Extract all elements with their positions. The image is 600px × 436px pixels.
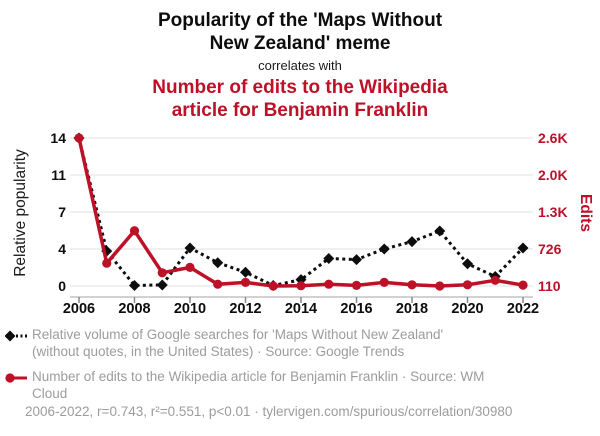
left-axis-tick-label: 0 [58, 278, 66, 294]
chart-title-line1: Popularity of the 'Maps Without [157, 10, 443, 31]
circle-marker [379, 277, 389, 287]
diamond-marker [517, 242, 529, 254]
x-axis-tick-label: 2022 [506, 301, 540, 317]
right-axis-tick-label: 726 [538, 241, 562, 257]
circle-marker [490, 275, 500, 285]
right-axis-tick-label: 2.0K [538, 167, 568, 183]
diamond-marker [156, 279, 168, 291]
diamond-marker [406, 236, 418, 248]
right-axis-tick-label: 1.3K [538, 204, 568, 220]
circle-marker [129, 226, 140, 236]
chart-subtitle-line2: article for Benjamin Franklin [171, 100, 429, 121]
circle-marker [268, 281, 278, 291]
x-axis-tick-label: 2020 [451, 301, 484, 317]
right-axis-tick-label: 2.6K [538, 130, 568, 146]
diamond-marker [212, 257, 224, 269]
red-circle-solid-series-icon [5, 373, 27, 383]
diamond-marker [351, 254, 362, 266]
left-axis-title: Relative popularity [12, 149, 29, 277]
x-axis-tick-label: 2014 [284, 301, 318, 317]
left-axis-tick-label: 4 [58, 241, 66, 257]
legend-item-text: Number of edits to the Wikipedia article… [32, 369, 484, 402]
diamond-marker [184, 242, 196, 254]
x-axis-tick-label: 2010 [173, 301, 207, 317]
circle-marker [157, 268, 167, 278]
left-axis-tick-label: 14 [50, 130, 66, 146]
x-axis-tick-label: 2018 [395, 301, 429, 317]
circle-marker [351, 280, 362, 290]
chart-title-line2: New Zealand' meme [209, 33, 391, 54]
chart-subtitle-line1: Number of edits to the Wikipedia [152, 77, 448, 98]
diamond-marker [378, 243, 390, 255]
diamond-marker [240, 266, 251, 278]
diamond-marker [462, 258, 473, 270]
circle-marker [240, 277, 251, 287]
circle-marker [185, 262, 195, 272]
left-axis-tick-label: 11 [51, 167, 66, 183]
legend-line: Relative volume of Google searches for '… [32, 327, 444, 342]
legend-item-text: Relative volume of Google searches for '… [32, 327, 443, 360]
x-axis-tick-label: 2012 [229, 301, 262, 317]
chart-title: Popularity of the 'Maps Without New Zeal… [0, 9, 600, 55]
chart-subtitle: Number of edits to the Wikipedia article… [0, 76, 600, 122]
x-axis-tick-label: 2008 [118, 301, 151, 317]
series-circle [74, 133, 528, 291]
x-axis-tick-label: 2016 [340, 301, 373, 317]
legend-line: Number of edits to the Wikipedia article… [32, 369, 485, 384]
circle-marker [324, 279, 334, 289]
circle-marker [213, 279, 223, 289]
circle-marker [102, 258, 112, 268]
legend: Relative volume of Google searches for '… [5, 327, 580, 411]
circle-marker [518, 280, 528, 290]
legend-item-wikipedia-edits: Number of edits to the Wikipedia article… [5, 369, 580, 402]
circle-marker [435, 281, 445, 291]
correlates-with-text: correlates with [258, 58, 342, 73]
left-axis-tick-label: 7 [58, 204, 66, 220]
circle-marker [462, 280, 473, 290]
legend-item-google-searches: Relative volume of Google searches for '… [5, 327, 580, 360]
circle-marker [407, 280, 417, 290]
diamond-marker [129, 279, 140, 291]
x-axis-tick-label: 2006 [62, 301, 96, 317]
legend-line: (without quotes, in the United States) ·… [32, 343, 405, 359]
diamond-marker [323, 253, 335, 265]
stats-and-source-url: 2006-2022, r=0.743, r²=0.551, p<0.01 · t… [25, 404, 513, 419]
diamond-marker [434, 225, 446, 237]
circle-marker [74, 133, 84, 143]
legend-line: Cloud [32, 385, 68, 401]
circle-marker [296, 281, 306, 291]
black-diamond-dotted-series-icon [5, 330, 27, 342]
right-axis-title: Edits [577, 194, 594, 232]
right-axis-tick-label: 110 [538, 278, 561, 294]
